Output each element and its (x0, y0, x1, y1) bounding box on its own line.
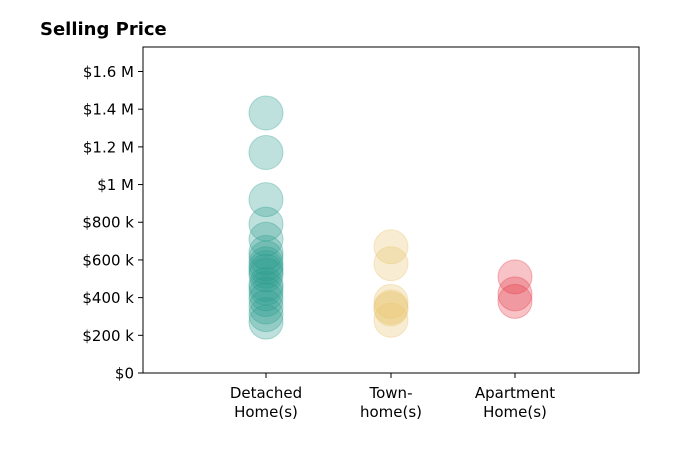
data-point (373, 289, 409, 325)
data-point (248, 95, 284, 131)
data-point (248, 135, 284, 171)
data-point (248, 206, 284, 242)
y-tick-label: $1 M (97, 176, 134, 194)
data-point (248, 297, 284, 333)
y-tick-label: $0 (115, 365, 134, 383)
data-point (373, 302, 409, 338)
data-point (248, 257, 284, 293)
data-point (373, 283, 409, 319)
x-tick-label: home(s) (360, 403, 422, 421)
y-tick-label: $800 k (82, 214, 134, 232)
y-tick-label: $200 k (82, 327, 134, 345)
data-point (248, 289, 284, 325)
y-tick-label: $1.6 M (83, 63, 134, 81)
x-axis: DetachedHome(s)Town-home(s)ApartmentHome… (230, 373, 555, 421)
x-tick-label: Apartment (475, 384, 555, 402)
data-point (248, 270, 284, 306)
data-point (373, 229, 409, 265)
data-point (248, 221, 284, 257)
y-tick-label: $1.4 M (83, 101, 134, 119)
x-tick-label: Town- (369, 384, 413, 402)
y-tick-label: $600 k (82, 251, 134, 269)
data-point (248, 234, 284, 270)
x-tick-label: Home(s) (483, 403, 547, 421)
data-point (248, 253, 284, 289)
y-tick-label: $1.2 M (83, 138, 134, 156)
data-point (373, 246, 409, 282)
y-tick-label: $400 k (82, 289, 134, 307)
data-point (248, 276, 284, 312)
data-point (497, 276, 533, 312)
data-point (248, 266, 284, 302)
x-tick-label: Home(s) (234, 403, 298, 421)
y-axis: $0 $200 k $400 k $600 k $800 k $1 M $1.2 M $1.4… (82, 63, 143, 383)
data-point (248, 240, 284, 276)
data-point (248, 249, 284, 285)
x-tick-label: Detached (230, 384, 302, 402)
data-point (497, 259, 533, 295)
data-point (248, 246, 284, 282)
chart-title: Selling Price (40, 19, 167, 40)
data-point (497, 283, 533, 319)
data-point (373, 291, 409, 327)
data-points (248, 95, 533, 340)
data-point (248, 282, 284, 318)
data-point (248, 304, 284, 340)
data-point (248, 182, 284, 218)
